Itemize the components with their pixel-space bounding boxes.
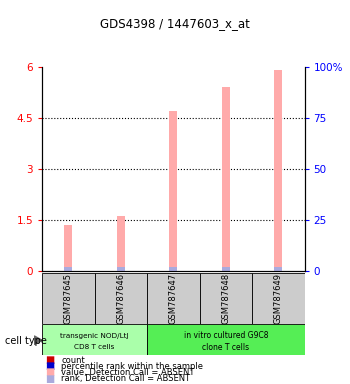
Text: in vitro cultured G9C8: in vitro cultured G9C8 [183, 331, 268, 340]
Bar [64, 225, 72, 271]
Bar [274, 70, 282, 271]
Bar [117, 267, 125, 271]
Bar [199, 273, 252, 324]
Text: ■: ■ [46, 374, 55, 384]
Text: GSM787647: GSM787647 [169, 273, 178, 324]
Text: GSM787648: GSM787648 [221, 273, 230, 324]
Text: percentile rank within the sample: percentile rank within the sample [61, 362, 203, 371]
Bar [64, 267, 72, 271]
Text: rank, Detection Call = ABSENT: rank, Detection Call = ABSENT [61, 374, 190, 383]
Text: clone T cells: clone T cells [202, 343, 249, 352]
Bar [42, 324, 147, 355]
Bar [94, 273, 147, 324]
Text: GSM787649: GSM787649 [274, 273, 283, 324]
Bar [222, 87, 230, 271]
Polygon shape [34, 336, 42, 344]
Bar [147, 324, 304, 355]
Text: GSM787645: GSM787645 [64, 273, 73, 324]
Bar [274, 266, 282, 271]
Bar [117, 216, 125, 271]
Text: GDS4398 / 1447603_x_at: GDS4398 / 1447603_x_at [100, 17, 250, 30]
Text: ■: ■ [46, 361, 55, 371]
Text: transgenic NOD/LtJ: transgenic NOD/LtJ [60, 333, 129, 339]
Bar [169, 266, 177, 271]
Text: CD8 T cells: CD8 T cells [74, 344, 115, 350]
Bar [222, 266, 230, 271]
Bar [42, 273, 94, 324]
Text: ■: ■ [46, 355, 55, 365]
Text: value, Detection Call = ABSENT: value, Detection Call = ABSENT [61, 368, 195, 377]
Bar [147, 273, 200, 324]
Text: GSM787646: GSM787646 [116, 273, 125, 324]
Text: cell type: cell type [5, 336, 47, 346]
Text: count: count [61, 356, 85, 365]
Bar [169, 111, 177, 271]
Text: ■: ■ [46, 367, 55, 377]
Bar [252, 273, 304, 324]
